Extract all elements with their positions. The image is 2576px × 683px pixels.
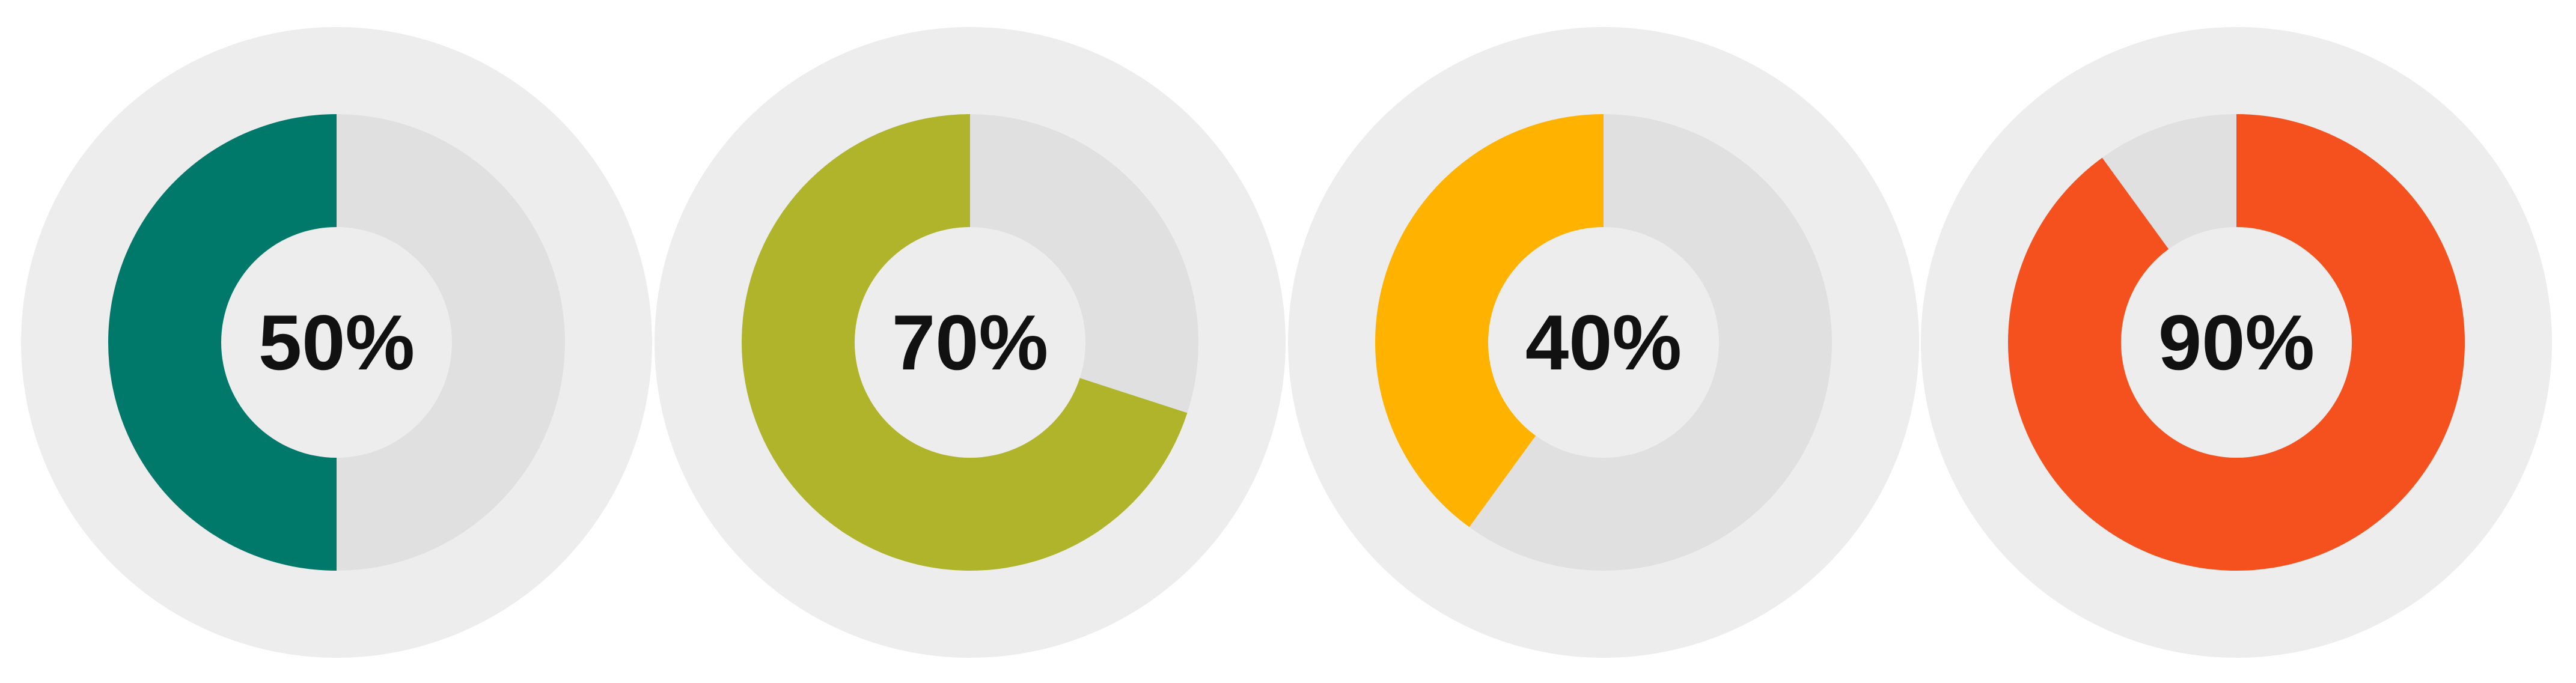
donut-center-hole	[1488, 227, 1719, 458]
donut-center-hole	[2121, 227, 2352, 458]
donut-chart-3: 40%	[1288, 27, 1919, 658]
percent-label: 70%	[892, 299, 1048, 386]
percent-label: 50%	[258, 299, 415, 386]
donut-value-slice	[1375, 114, 1604, 527]
donut-chart-4: 90%	[1921, 27, 2552, 658]
donut-chart-2: 70%	[655, 27, 1286, 658]
donut-center-hole	[221, 227, 452, 458]
percent-label: 40%	[1525, 299, 1682, 386]
percent-label: 90%	[2158, 299, 2315, 386]
donut-chart-1: 50%	[21, 27, 652, 658]
donut-center-hole	[855, 227, 1085, 458]
